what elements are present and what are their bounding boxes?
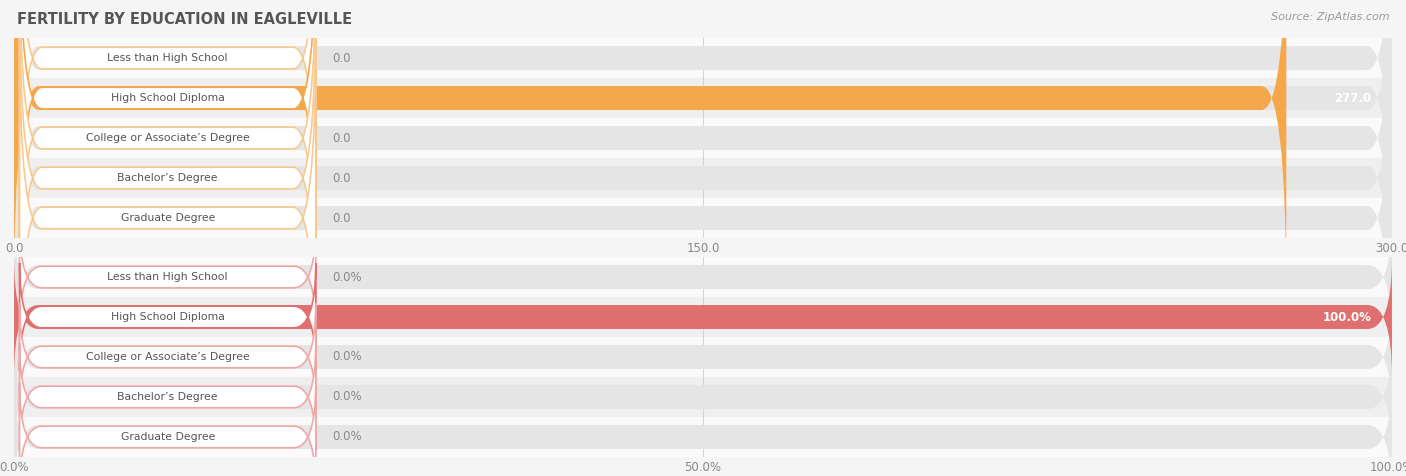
Text: FERTILITY BY EDUCATION IN EAGLEVILLE: FERTILITY BY EDUCATION IN EAGLEVILLE <box>17 12 352 27</box>
Text: 0.0%: 0.0% <box>332 350 361 364</box>
Text: Less than High School: Less than High School <box>107 53 228 63</box>
Text: Bachelor’s Degree: Bachelor’s Degree <box>118 392 218 402</box>
Text: Less than High School: Less than High School <box>107 272 228 282</box>
FancyBboxPatch shape <box>20 0 316 322</box>
Text: 0.0: 0.0 <box>332 211 352 225</box>
Bar <box>14 118 1392 158</box>
Bar <box>14 337 1392 377</box>
FancyBboxPatch shape <box>20 0 316 362</box>
FancyBboxPatch shape <box>14 257 1392 377</box>
FancyBboxPatch shape <box>14 0 1392 262</box>
Bar <box>14 377 1392 417</box>
Text: 277.0: 277.0 <box>1334 91 1371 105</box>
FancyBboxPatch shape <box>14 0 1286 302</box>
FancyBboxPatch shape <box>20 343 316 451</box>
Text: College or Associate’s Degree: College or Associate’s Degree <box>86 133 250 143</box>
FancyBboxPatch shape <box>14 217 1392 337</box>
Bar <box>14 297 1392 337</box>
FancyBboxPatch shape <box>14 257 1392 377</box>
FancyBboxPatch shape <box>14 0 1392 342</box>
Text: 0.0: 0.0 <box>332 51 352 65</box>
FancyBboxPatch shape <box>20 0 316 282</box>
Text: Source: ZipAtlas.com: Source: ZipAtlas.com <box>1271 12 1389 22</box>
Text: High School Diploma: High School Diploma <box>111 93 225 103</box>
Text: 0.0%: 0.0% <box>332 390 361 404</box>
FancyBboxPatch shape <box>14 377 1392 476</box>
Bar <box>14 198 1392 238</box>
Text: High School Diploma: High School Diploma <box>111 312 225 322</box>
Bar <box>14 417 1392 457</box>
FancyBboxPatch shape <box>20 0 316 242</box>
Bar <box>14 38 1392 78</box>
Text: Graduate Degree: Graduate Degree <box>121 432 215 442</box>
Text: College or Associate’s Degree: College or Associate’s Degree <box>86 352 250 362</box>
Bar <box>14 78 1392 118</box>
Text: Bachelor’s Degree: Bachelor’s Degree <box>118 173 218 183</box>
FancyBboxPatch shape <box>14 0 1392 382</box>
Text: 0.0%: 0.0% <box>332 270 361 284</box>
Bar <box>14 257 1392 297</box>
FancyBboxPatch shape <box>14 14 1392 422</box>
FancyBboxPatch shape <box>14 337 1392 457</box>
Text: 0.0: 0.0 <box>332 131 352 145</box>
FancyBboxPatch shape <box>20 223 316 331</box>
Text: 100.0%: 100.0% <box>1323 310 1371 324</box>
FancyBboxPatch shape <box>20 34 316 402</box>
FancyBboxPatch shape <box>14 297 1392 417</box>
Text: 0.0%: 0.0% <box>332 430 361 444</box>
Bar <box>14 158 1392 198</box>
FancyBboxPatch shape <box>20 303 316 411</box>
Text: Graduate Degree: Graduate Degree <box>121 213 215 223</box>
FancyBboxPatch shape <box>14 0 1392 302</box>
Text: 0.0: 0.0 <box>332 171 352 185</box>
FancyBboxPatch shape <box>20 263 316 371</box>
FancyBboxPatch shape <box>20 383 316 476</box>
